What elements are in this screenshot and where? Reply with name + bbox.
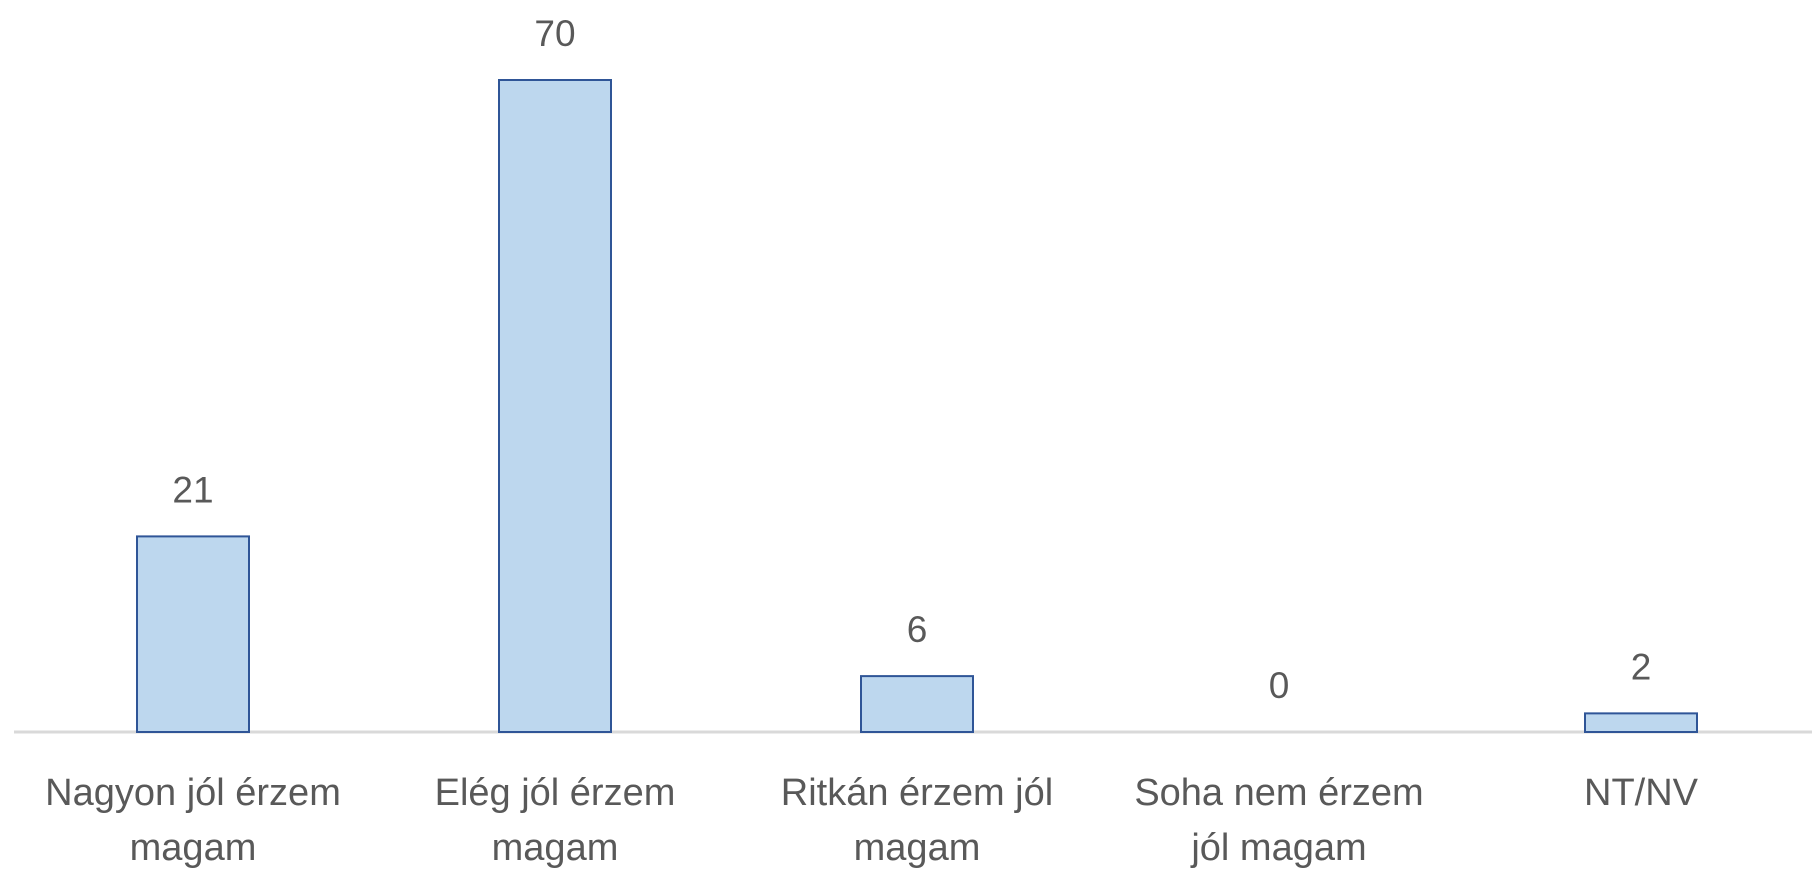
data-label: 2 — [1631, 646, 1652, 687]
data-label: 70 — [534, 13, 575, 54]
data-label: 6 — [907, 609, 928, 650]
bar — [1584, 712, 1698, 733]
x-tick-label: Ritkán érzem jól magam — [780, 772, 1054, 869]
x-tick-label: Elég jól érzem magam — [434, 772, 676, 869]
x-tick-label: Soha nem érzem jól magam — [1134, 772, 1424, 869]
bar — [498, 79, 612, 733]
bar — [136, 535, 250, 734]
x-tick-label: NT/NV — [1584, 772, 1698, 814]
data-label: 21 — [172, 469, 213, 510]
bar — [860, 675, 974, 733]
data-label: 0 — [1269, 665, 1290, 706]
x-tick-label: Nagyon jól érzem magam — [45, 772, 341, 869]
